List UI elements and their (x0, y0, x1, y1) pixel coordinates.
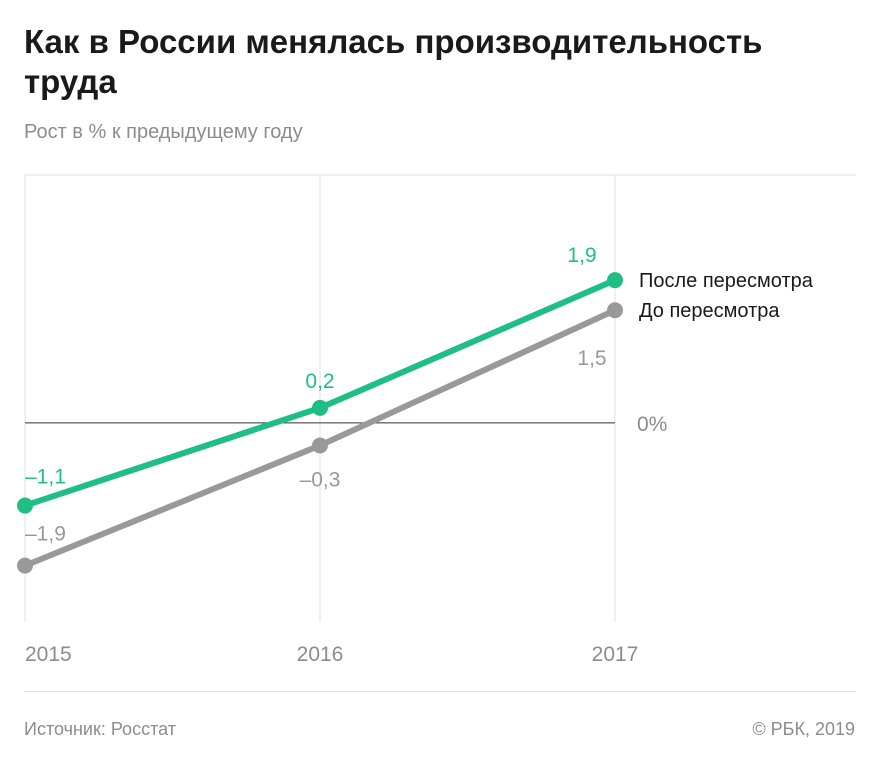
data-label: 1,9 (567, 244, 596, 267)
source-note: Источник: Росстат (24, 719, 176, 739)
x-axis: 2015 2016 2017 (25, 643, 638, 666)
x-tick-2016: 2016 (297, 643, 344, 666)
grid (24, 174, 856, 622)
chart-title: Как в России менялась производительность… (24, 23, 763, 100)
series-before-revision: –1,9 –0,3 1,5 До пересмотра (17, 300, 780, 574)
legend-entry: До пересмотра (639, 300, 780, 322)
data-label: 1,5 (577, 347, 606, 370)
series-after-revision: –1,1 0,2 1,9 После пересмотра (17, 244, 814, 514)
data-label: –1,1 (25, 466, 66, 489)
data-point (17, 497, 33, 514)
copyright-note: © РБК, 2019 (752, 719, 855, 739)
legend-entry: После пересмотра (639, 270, 814, 292)
data-point (607, 272, 623, 289)
data-label: 0,2 (305, 370, 334, 393)
zero-baseline: 0% (25, 413, 667, 436)
x-tick-2017: 2017 (592, 643, 639, 666)
series-group: –1,9 –0,3 1,5 До пересмотра –1,1 0,2 1,9 После … (17, 244, 814, 574)
footer-divider (24, 691, 856, 692)
data-label: –0,3 (300, 468, 341, 491)
data-point (17, 557, 33, 574)
x-tick-2015: 2015 (25, 643, 72, 666)
chart-subtitle: Рост в % к предыдущему году (24, 121, 303, 143)
zero-label: 0% (637, 413, 667, 436)
data-label: –1,9 (25, 523, 66, 546)
data-point (312, 437, 328, 454)
data-point (312, 399, 328, 416)
data-point (607, 302, 623, 319)
